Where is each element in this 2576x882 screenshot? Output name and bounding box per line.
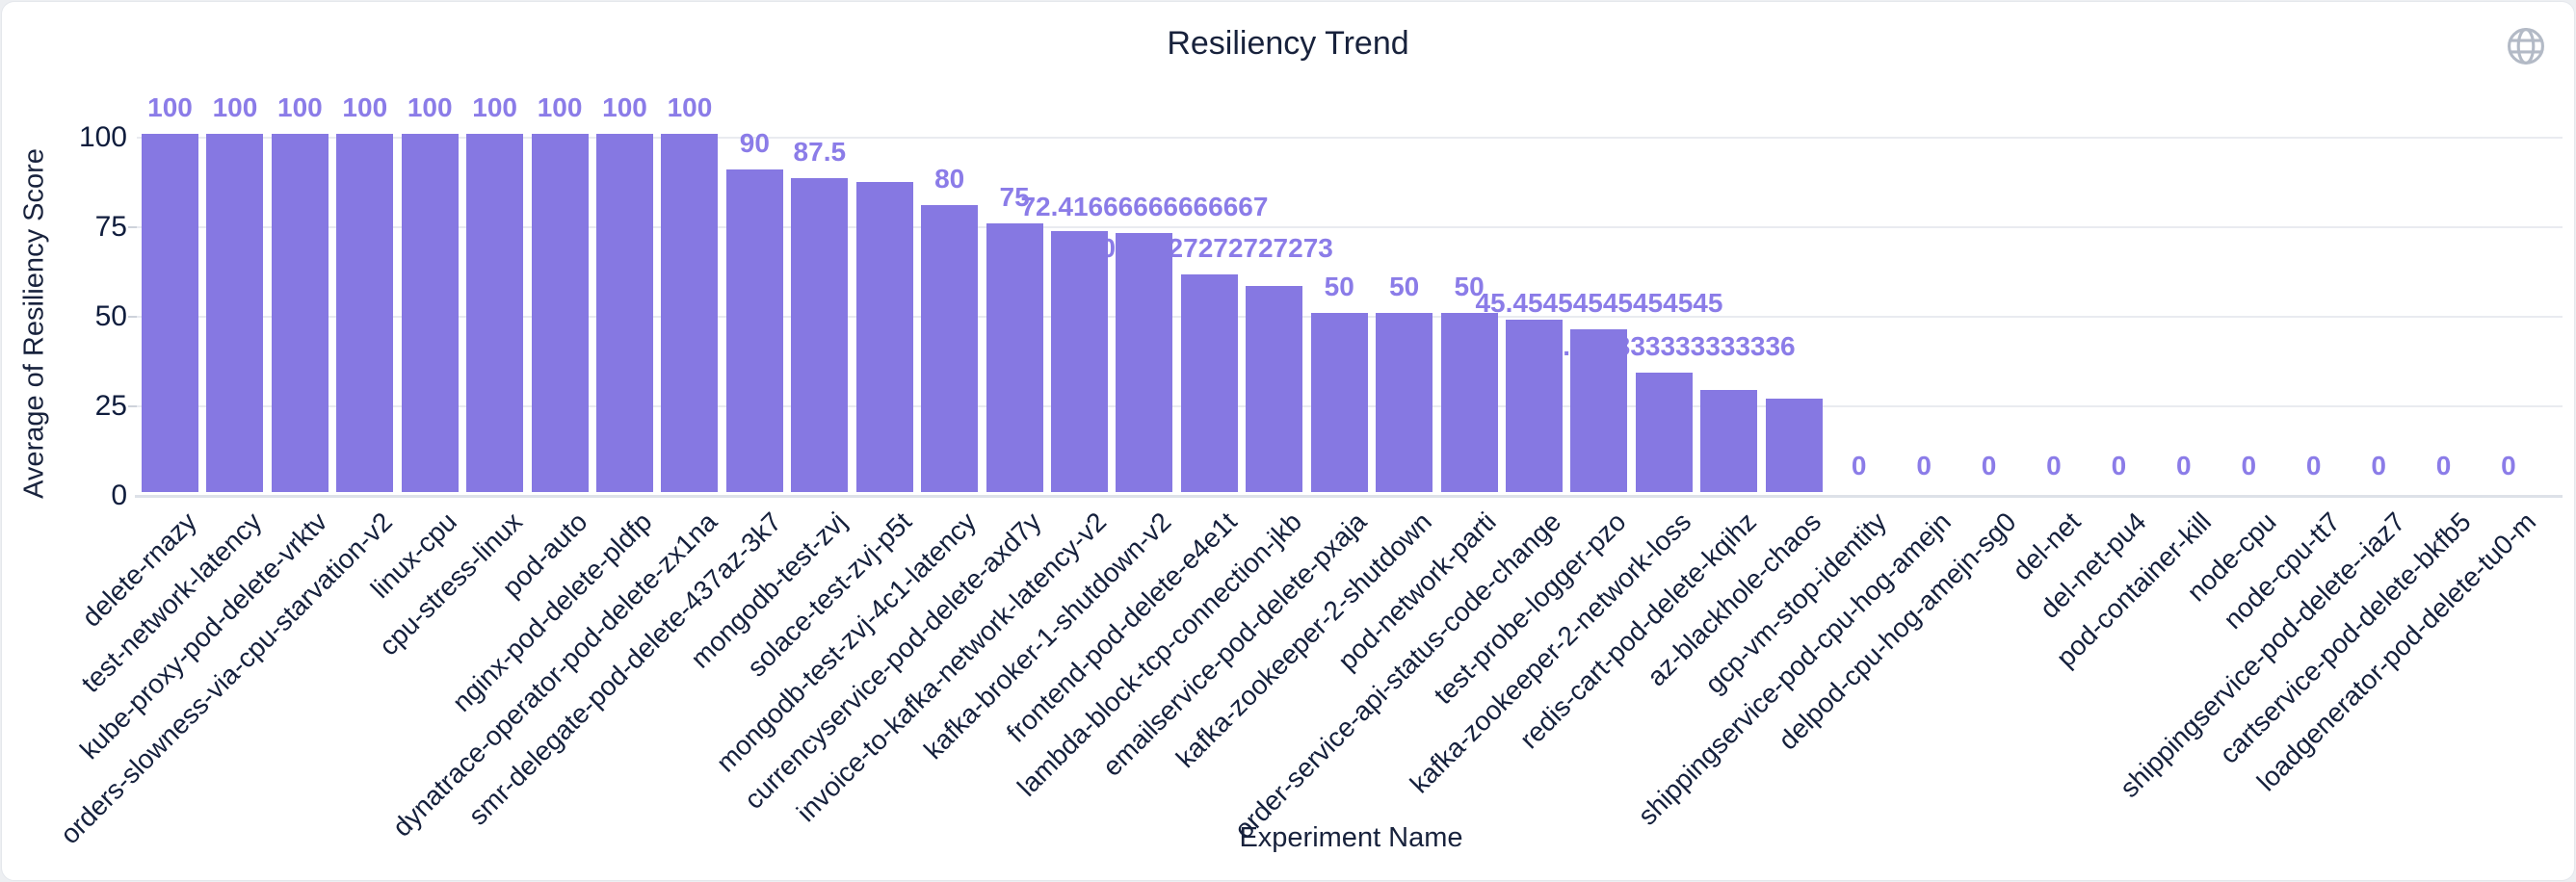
y-tick-mark bbox=[128, 226, 137, 228]
bar[interactable] bbox=[206, 134, 264, 492]
bar[interactable] bbox=[986, 223, 1043, 492]
globe-icon[interactable] bbox=[2505, 25, 2547, 67]
bar[interactable] bbox=[1570, 329, 1628, 492]
bar-value-label: 0 bbox=[2241, 451, 2257, 480]
bar-value-label: 90 bbox=[739, 128, 770, 158]
bar-value-label: 0 bbox=[1981, 451, 1997, 480]
bar[interactable] bbox=[1180, 274, 1238, 492]
bar-value-label: 100 bbox=[537, 92, 583, 122]
bar-value-label: 100 bbox=[407, 92, 453, 122]
bar-value-label: 0 bbox=[2176, 451, 2192, 480]
bar[interactable] bbox=[791, 178, 849, 492]
bar[interactable] bbox=[1635, 373, 1693, 492]
bar[interactable] bbox=[1246, 286, 1303, 492]
bar-value-label: 0 bbox=[2371, 451, 2386, 480]
bar[interactable] bbox=[1440, 313, 1498, 492]
bar-value-label: 0 bbox=[1916, 451, 1932, 480]
bar[interactable] bbox=[855, 182, 913, 492]
bar-value-label: 0 bbox=[2305, 451, 2322, 480]
y-tick-label: 25 bbox=[94, 390, 127, 422]
bar[interactable] bbox=[1506, 320, 1564, 492]
y-tick-label: 100 bbox=[78, 121, 127, 153]
bar[interactable] bbox=[596, 134, 653, 492]
bar-value-label: 0 bbox=[2435, 451, 2452, 480]
bar[interactable] bbox=[1765, 399, 1823, 492]
bar[interactable] bbox=[401, 134, 459, 492]
bar-value-label: 0 bbox=[2046, 451, 2062, 480]
bar-value-label: 100 bbox=[342, 92, 388, 122]
bar-value-label: 50 bbox=[1324, 272, 1354, 301]
bar-value-label: 0 bbox=[2501, 451, 2516, 480]
bar-value-label: 50 bbox=[1454, 272, 1485, 301]
bar-value-label: 0 bbox=[2111, 451, 2127, 480]
bar[interactable] bbox=[1116, 233, 1173, 492]
x-axis-line bbox=[135, 495, 2563, 498]
y-tick-label: 0 bbox=[111, 480, 127, 511]
bar[interactable] bbox=[1310, 313, 1368, 492]
bar-value-label: 80 bbox=[934, 164, 965, 194]
bar[interactable] bbox=[1376, 313, 1433, 492]
x-tick-label: kube-proxy-pod-delete-vrktv bbox=[73, 506, 333, 765]
bar[interactable] bbox=[336, 134, 394, 492]
bar[interactable] bbox=[725, 169, 783, 492]
bar-value-label: 100 bbox=[147, 92, 193, 122]
bar-value-label: 100 bbox=[667, 92, 713, 122]
bar-value-label: 45.45454545454545 bbox=[1475, 288, 1723, 318]
bar-value-label: 100 bbox=[277, 92, 323, 122]
y-tick-label: 50 bbox=[94, 300, 127, 332]
bar[interactable] bbox=[1700, 390, 1758, 492]
bar[interactable] bbox=[1051, 231, 1109, 492]
y-tick-mark bbox=[128, 405, 137, 407]
bar-value-label: 100 bbox=[472, 92, 517, 122]
x-axis-title: Experiment Name bbox=[1239, 822, 1463, 853]
bar[interactable] bbox=[142, 134, 198, 492]
bar[interactable] bbox=[921, 205, 979, 492]
bar-value-label: 0 bbox=[1851, 451, 1867, 480]
bar-value-label: 50 bbox=[1389, 272, 1420, 301]
gridline-y100 bbox=[137, 137, 2563, 139]
bar[interactable] bbox=[271, 134, 329, 492]
bar-value-label: 87.5 bbox=[793, 137, 847, 167]
bar[interactable] bbox=[466, 134, 524, 492]
y-tick-label: 75 bbox=[94, 211, 127, 243]
bar-value-label: 100 bbox=[602, 92, 647, 122]
gridline-y75 bbox=[137, 226, 2563, 228]
bar-value-label: 100 bbox=[212, 92, 258, 122]
bar[interactable] bbox=[531, 134, 589, 492]
bar-value-label: 75 bbox=[999, 182, 1030, 212]
chart-title: Resiliency Trend bbox=[1167, 25, 1409, 62]
y-tick-mark bbox=[128, 316, 137, 318]
bar-value-label: 72.41666666666667 bbox=[1020, 192, 1269, 221]
bar[interactable] bbox=[661, 134, 719, 492]
